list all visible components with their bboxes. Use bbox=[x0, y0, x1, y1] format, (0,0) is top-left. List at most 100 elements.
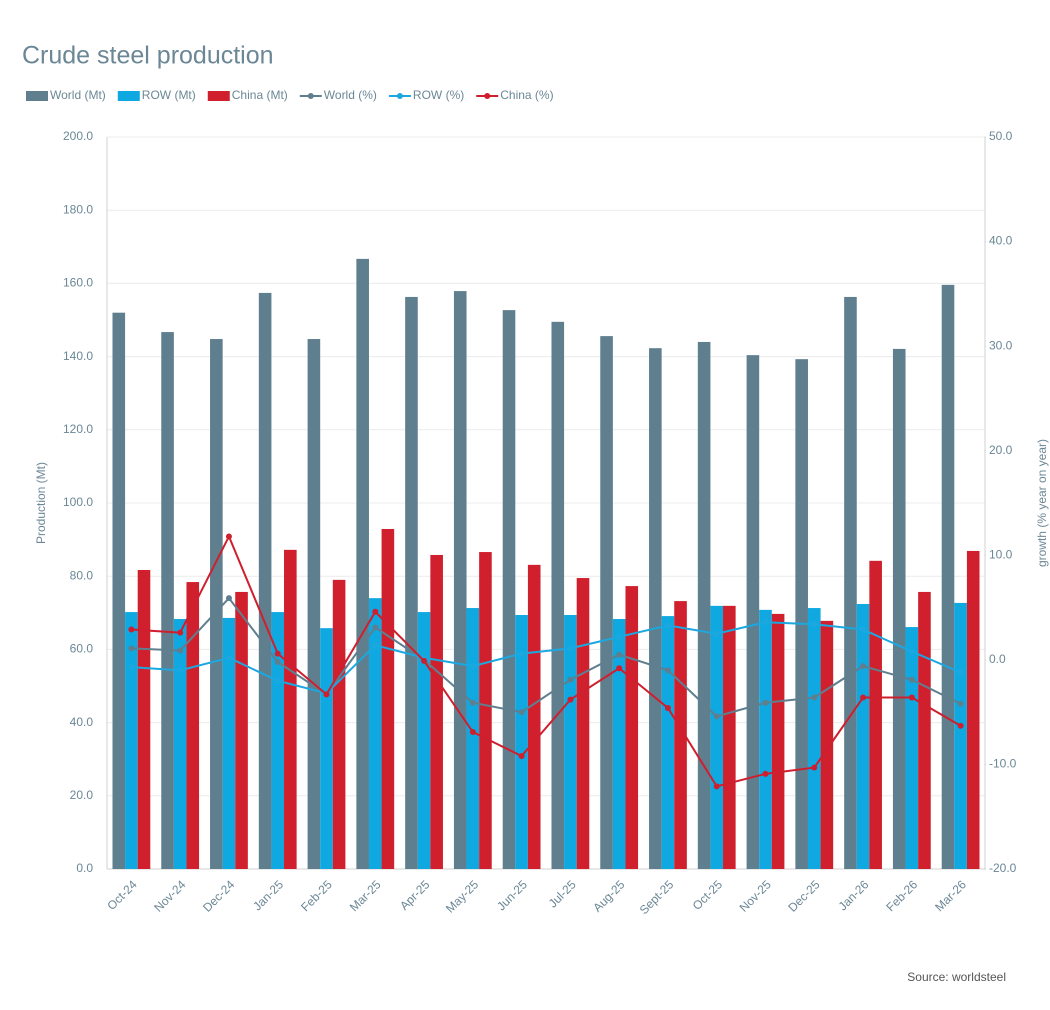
line-marker bbox=[957, 669, 964, 676]
legend-label: World (Mt) bbox=[50, 88, 106, 102]
line-marker bbox=[372, 642, 379, 649]
x-tick-label: Apr-25 bbox=[397, 877, 433, 913]
y-tick-label: 140.0 bbox=[63, 349, 93, 363]
line-marker bbox=[372, 608, 379, 615]
y-tick-label: 100.0 bbox=[63, 495, 93, 509]
bar bbox=[222, 617, 236, 869]
bar bbox=[551, 321, 565, 870]
bar bbox=[173, 619, 187, 869]
y-tick-label: 60.0 bbox=[70, 642, 94, 656]
line-marker bbox=[664, 622, 671, 629]
line-marker bbox=[177, 629, 184, 636]
legend-swatch bbox=[26, 91, 48, 101]
line-marker bbox=[128, 664, 135, 671]
line-marker bbox=[713, 713, 720, 720]
line-marker bbox=[518, 650, 525, 657]
y-tick-label: 160.0 bbox=[63, 276, 93, 290]
x-tick-label: Feb-25 bbox=[298, 877, 335, 914]
line-marker bbox=[811, 621, 818, 628]
legend-label: China (Mt) bbox=[232, 88, 288, 102]
y-tick-label: 200.0 bbox=[63, 129, 93, 143]
line-marker bbox=[860, 663, 867, 670]
x-tick-label: Oct-24 bbox=[104, 877, 140, 913]
bar bbox=[856, 604, 870, 869]
line-marker bbox=[616, 633, 623, 640]
bar bbox=[137, 569, 151, 869]
line-marker bbox=[567, 676, 574, 683]
x-tick-label: Mar-25 bbox=[347, 877, 384, 914]
line-marker bbox=[128, 645, 135, 652]
x-tick-label: Mar-26 bbox=[932, 877, 969, 914]
line-marker bbox=[372, 624, 379, 631]
chart-title: Crude steel production bbox=[22, 42, 274, 70]
line-marker bbox=[567, 645, 574, 652]
line-marker bbox=[957, 700, 964, 707]
bar bbox=[235, 591, 248, 869]
line bbox=[131, 621, 962, 695]
bar bbox=[844, 296, 857, 869]
y-tick-label: 80.0 bbox=[70, 568, 94, 582]
x-tick-label: Feb-26 bbox=[883, 877, 920, 914]
x-tick-label: Nov-24 bbox=[151, 877, 188, 914]
y-tick-label: 40.0 bbox=[70, 715, 94, 729]
legend-marker bbox=[307, 93, 314, 99]
line-marker bbox=[128, 626, 135, 633]
x-tick-label: Jan-25 bbox=[250, 877, 286, 913]
bar bbox=[527, 564, 541, 869]
bar bbox=[502, 310, 516, 869]
bar bbox=[954, 602, 967, 869]
y2-tick-label: 50.0 bbox=[989, 129, 1013, 143]
line-marker bbox=[664, 704, 671, 711]
y2-tick-label: 0.0 bbox=[989, 652, 1006, 666]
bar bbox=[466, 608, 480, 869]
line-marker bbox=[713, 783, 720, 790]
bar bbox=[576, 578, 590, 869]
line-marker bbox=[225, 654, 232, 661]
y-tick-label: 120.0 bbox=[63, 422, 93, 436]
legend-label: World (%) bbox=[324, 88, 377, 102]
line-marker bbox=[811, 764, 818, 771]
line-marker bbox=[421, 657, 428, 664]
line-marker bbox=[177, 647, 184, 654]
legend-label: ROW (Mt) bbox=[142, 88, 196, 102]
bar bbox=[564, 614, 577, 869]
bar bbox=[600, 336, 613, 869]
line-marker bbox=[177, 667, 184, 674]
bar bbox=[661, 616, 675, 869]
x-tick-label: Nov-25 bbox=[737, 877, 774, 914]
line-marker bbox=[957, 722, 964, 729]
source-note: Source: worldsteel bbox=[907, 970, 1006, 984]
bar bbox=[710, 605, 724, 869]
line-marker bbox=[811, 694, 818, 701]
bar bbox=[356, 258, 369, 869]
bar bbox=[381, 528, 395, 869]
line-marker bbox=[323, 691, 330, 698]
x-tick-label: Oct-25 bbox=[690, 877, 726, 913]
y2-tick-label: -20.0 bbox=[989, 861, 1017, 875]
line-marker bbox=[762, 770, 769, 777]
line bbox=[131, 596, 962, 718]
grid bbox=[107, 136, 985, 870]
bar bbox=[271, 612, 285, 869]
bar bbox=[625, 586, 639, 869]
line-marker bbox=[274, 658, 281, 665]
legend-label: ROW (%) bbox=[413, 88, 464, 102]
line-marker bbox=[274, 650, 281, 657]
bar bbox=[453, 291, 467, 869]
bar bbox=[125, 612, 138, 869]
bar bbox=[430, 554, 443, 869]
bar bbox=[186, 582, 200, 869]
y2-tick-label: 20.0 bbox=[989, 443, 1013, 457]
line-marker bbox=[908, 648, 915, 655]
bar bbox=[479, 552, 492, 869]
y-axis-label: Production (Mt) bbox=[34, 462, 48, 544]
bar bbox=[417, 612, 431, 869]
bar bbox=[649, 348, 662, 869]
line-marker bbox=[664, 667, 671, 674]
bar bbox=[723, 605, 736, 869]
y2-tick-label: 10.0 bbox=[989, 547, 1013, 561]
x-tick-label: Jul-25 bbox=[546, 877, 579, 910]
line-marker bbox=[469, 729, 476, 736]
bar bbox=[674, 601, 687, 869]
x-tick-label: May-25 bbox=[443, 877, 481, 915]
